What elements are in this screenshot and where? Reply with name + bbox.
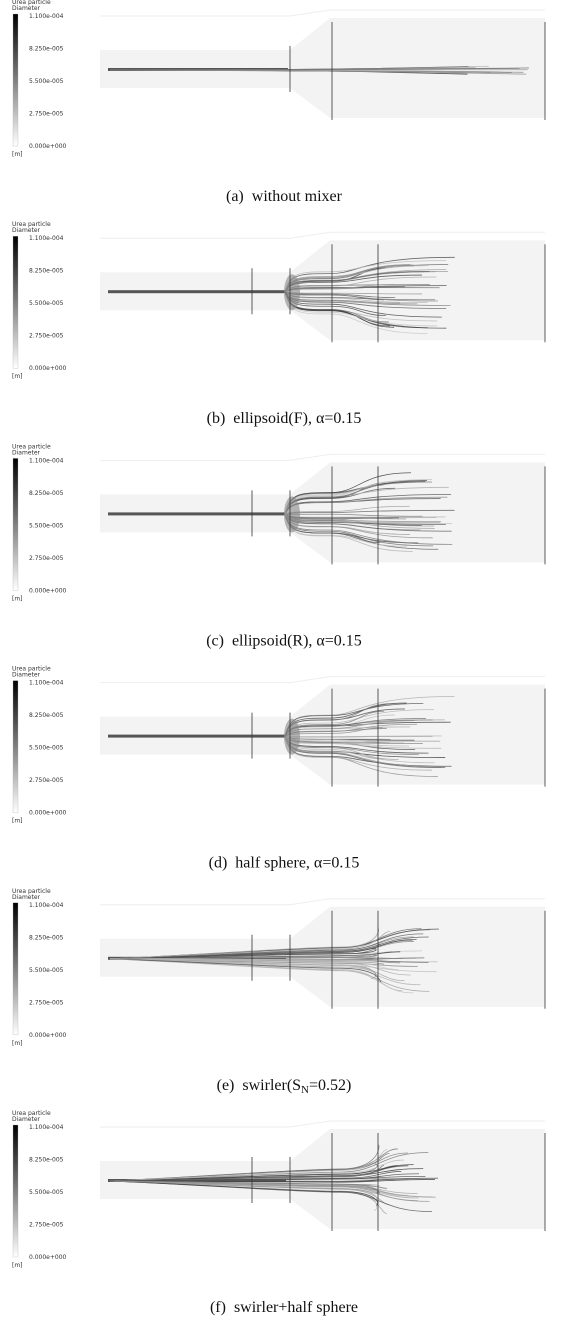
- legend-label: 5.500e-005: [29, 522, 64, 529]
- legend-label: 1.100e-004: [29, 457, 64, 464]
- caption: (f) swirler+half sphere: [210, 1299, 358, 1316]
- panel: Urea particleDiameter1.100e-0048.250e-00…: [12, 1110, 545, 1316]
- colorbar: [13, 1125, 18, 1257]
- legend-label: 1.100e-004: [29, 1124, 64, 1131]
- legend-label: 2.750e-005: [29, 555, 64, 562]
- colorbar: [13, 458, 18, 590]
- panel: Urea particleDiameter1.100e-0048.250e-00…: [12, 666, 545, 872]
- legend-label: 8.250e-005: [29, 712, 64, 719]
- caption: (e) swirler(SN=0.52): [217, 1077, 352, 1096]
- legend-label: 1.100e-004: [29, 235, 64, 242]
- caption-label: (d): [209, 855, 228, 872]
- legend-label: 2.750e-005: [29, 777, 64, 784]
- domain-outline: [100, 899, 545, 905]
- caption-sub: N: [301, 1084, 309, 1096]
- caption-label: (f): [210, 1299, 226, 1316]
- legend-label: 1.100e-004: [29, 680, 64, 687]
- domain-outline: [100, 232, 545, 238]
- legend-label: 8.250e-005: [29, 490, 64, 497]
- figure: Urea particleDiameter1.100e-0048.250e-00…: [0, 0, 568, 1326]
- mixer: [284, 719, 300, 755]
- legend-label: 2.750e-005: [29, 111, 64, 118]
- legend-label: 8.250e-005: [29, 1157, 64, 1164]
- colorbar: [13, 236, 18, 368]
- legend-label: 8.250e-005: [29, 934, 64, 941]
- domain-outline: [100, 454, 545, 460]
- legend-label: 8.250e-005: [29, 268, 64, 275]
- legend-label: 5.500e-005: [29, 1189, 64, 1196]
- caption-label: (e): [217, 1077, 235, 1094]
- caption: (d) half sphere, α=0.15: [209, 855, 360, 872]
- legend-label: 0.000e+000: [29, 1032, 67, 1039]
- legend-label: 5.500e-005: [29, 300, 64, 307]
- legend-unit: [m]: [12, 818, 23, 825]
- legend-title: Diameter: [12, 1116, 41, 1123]
- legend-label: 0.000e+000: [29, 1254, 67, 1261]
- panel: Urea particleDiameter1.100e-0048.250e-00…: [12, 888, 545, 1096]
- legend-label: 5.500e-005: [29, 745, 64, 752]
- caption-label: (b): [207, 410, 226, 427]
- caption-label: (c): [206, 632, 224, 649]
- legend-title: Diameter: [12, 672, 41, 679]
- legend-label: 5.500e-005: [29, 78, 64, 85]
- legend-label: 0.000e+000: [29, 365, 67, 372]
- legend-label: 2.750e-005: [29, 333, 64, 340]
- colorbar: [13, 681, 18, 813]
- caption-text: swirler(S: [242, 1077, 301, 1094]
- caption-text: ellipsoid(R), α=0.15: [232, 632, 362, 649]
- injector: [108, 290, 286, 293]
- colorbar: [13, 903, 18, 1035]
- legend-title: Diameter: [12, 449, 41, 456]
- panel: Urea particleDiameter1.100e-0048.250e-00…: [12, 221, 545, 427]
- legend-unit: [m]: [12, 151, 23, 158]
- legend-title: Diameter: [12, 227, 41, 234]
- domain-outline: [100, 1121, 545, 1127]
- caption: (a) without mixer: [226, 188, 343, 205]
- caption: (b) ellipsoid(F), α=0.15: [207, 410, 362, 427]
- legend-label: 2.750e-005: [29, 999, 64, 1006]
- legend-label: 5.500e-005: [29, 967, 64, 974]
- caption-label: (a): [226, 188, 244, 205]
- legend-title: Diameter: [12, 5, 41, 12]
- legend-unit: [m]: [12, 1040, 23, 1047]
- mixer: [284, 496, 300, 532]
- injector: [108, 512, 286, 515]
- legend-label: 1.100e-004: [29, 902, 64, 909]
- domain-outline: [100, 677, 545, 683]
- mixer: [284, 274, 300, 310]
- legend-label: 0.000e+000: [29, 143, 67, 150]
- legend-title: Diameter: [12, 894, 41, 901]
- panel: Urea particleDiameter1.100e-0048.250e-00…: [12, 0, 545, 205]
- caption-text: without mixer: [252, 188, 343, 205]
- caption-text: swirler+half sphere: [234, 1299, 358, 1316]
- caption-text: half sphere, α=0.15: [235, 855, 359, 872]
- panel: Urea particleDiameter1.100e-0048.250e-00…: [12, 443, 545, 649]
- caption-tail: =0.52): [309, 1077, 351, 1094]
- caption-text: ellipsoid(F), α=0.15: [233, 410, 361, 427]
- legend-label: 1.100e-004: [29, 13, 64, 20]
- colorbar: [13, 14, 18, 146]
- legend-label: 8.250e-005: [29, 46, 64, 53]
- injector: [108, 735, 286, 738]
- legend-unit: [m]: [12, 1262, 23, 1269]
- domain-outline: [100, 10, 545, 16]
- legend-label: 0.000e+000: [29, 810, 67, 817]
- legend-label: 2.750e-005: [29, 1222, 64, 1229]
- legend-label: 0.000e+000: [29, 587, 67, 594]
- caption: (c) ellipsoid(R), α=0.15: [206, 632, 362, 649]
- legend-unit: [m]: [12, 373, 23, 380]
- legend-unit: [m]: [12, 595, 23, 602]
